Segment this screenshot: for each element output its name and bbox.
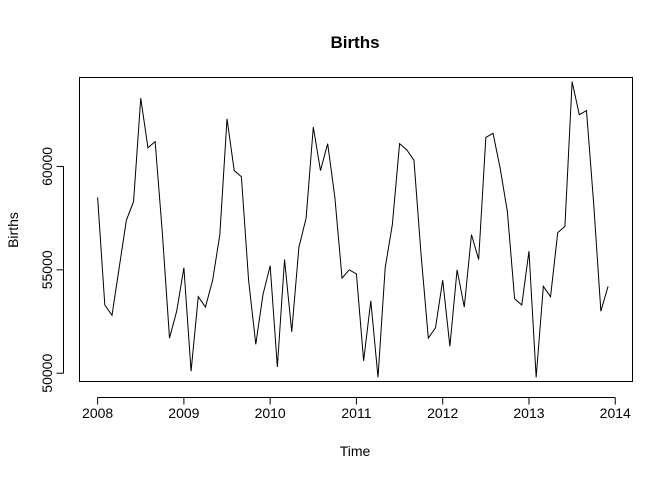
x-tick-label: 2014 xyxy=(600,405,631,421)
y-axis: 50000 55000 60000 xyxy=(39,147,64,393)
x-tick-label: 2009 xyxy=(168,405,199,421)
y-axis-label: Births xyxy=(5,212,21,248)
chart-title: Births xyxy=(330,33,379,52)
series-line-0 xyxy=(97,81,609,378)
x-tick-label: 2010 xyxy=(255,405,286,421)
x-axis-label: Time xyxy=(340,443,371,459)
x-tick-label: 2008 xyxy=(82,405,113,421)
x-axis: 2008 2009 2010 2011 2012 2013 2014 xyxy=(82,397,631,421)
x-tick-label: 2011 xyxy=(341,405,371,421)
y-tick-label: 60000 xyxy=(39,147,55,186)
y-tick-label: 55000 xyxy=(39,250,55,289)
x-tick-label: 2013 xyxy=(513,405,544,421)
plot-box xyxy=(79,77,633,382)
y-tick-label: 50000 xyxy=(39,354,55,393)
x-tick-label: 2012 xyxy=(427,405,458,421)
series-group xyxy=(97,81,609,378)
